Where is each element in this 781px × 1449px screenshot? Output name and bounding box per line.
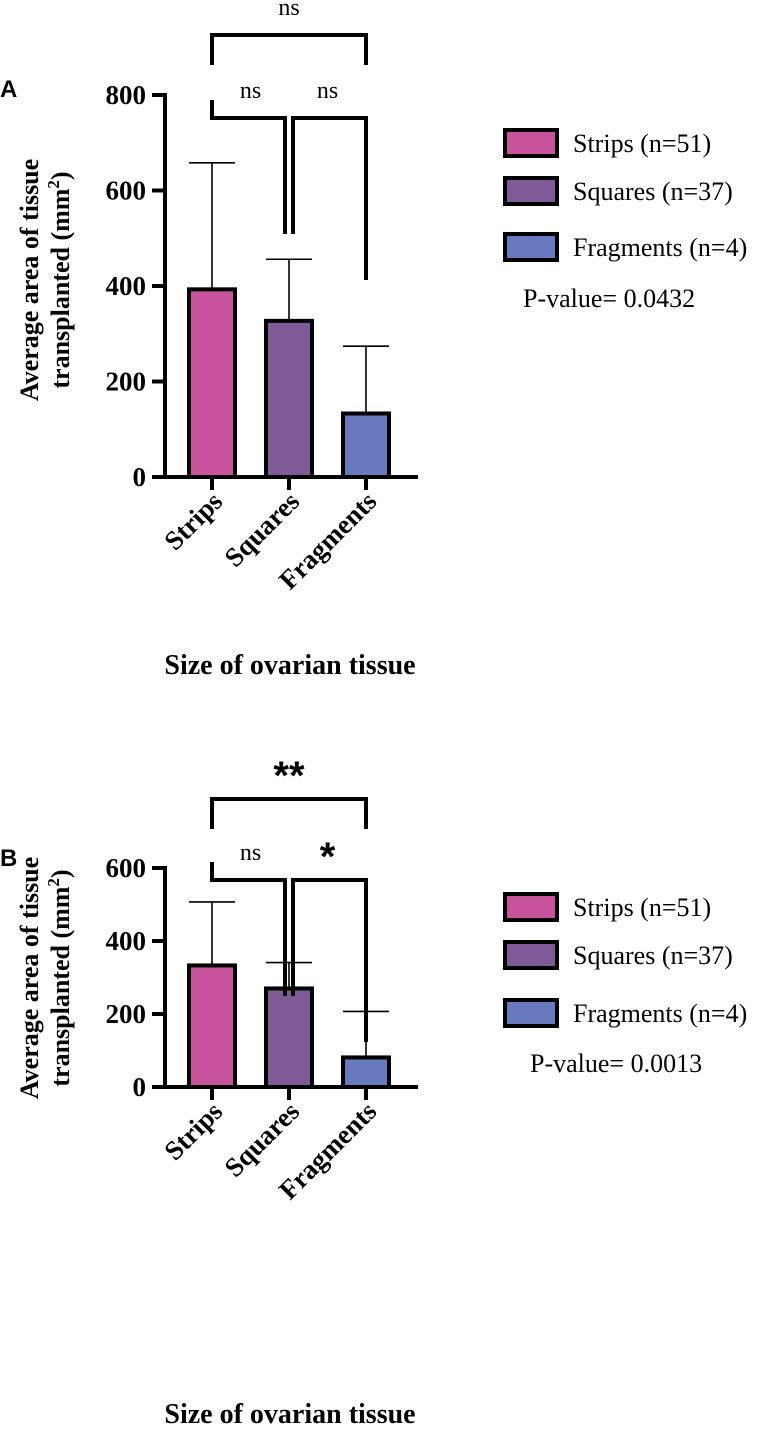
bar-squares [264,986,314,1090]
significance-bracket [210,797,368,829]
y-tick-label: 200 [106,999,147,1029]
bar-fragments [341,411,391,479]
x-axis-title: Size of ovarian tissue [164,650,415,681]
legend-label: Strips (n=51) [573,893,711,922]
legend-label: Fragments (n=4) [573,233,747,262]
significance-label: ns [278,0,299,21]
x-axis-title: Size of ovarian tissue [164,1399,415,1430]
y-tick-label: 400 [106,271,147,301]
chart-panel-b: B0200400600StripsSquaresFragmentsAverage… [0,754,747,1430]
significance-bracket [210,862,287,996]
bar-strips [187,963,237,1090]
significance-label: ** [273,754,305,798]
legend-swatch [503,128,559,158]
y-tick-label: 0 [133,1072,147,1102]
significance-bracket [291,116,368,280]
legend-swatch [503,940,559,970]
y-tick-label: 600 [106,853,147,883]
y-axis-label-superscript: 2 [44,878,63,887]
panel-label: B [0,845,17,872]
y-axis-label: Average area of tissuetransplanted (mm2) [15,159,75,401]
y-axis-label-line2: transplanted (mm [46,886,75,1086]
legend-label: Squares (n=37) [573,941,733,970]
significance-bracket [210,33,368,65]
significance-label: ns [240,840,261,866]
chart-panel-a: A0200400600800StripsSquaresFragmentsAver… [0,0,747,681]
significance-label: * [320,835,336,879]
significance-bracket [291,878,368,1042]
panel-label: A [0,76,17,103]
p-value-text: P-value= 0.0013 [530,1049,702,1078]
y-tick-label: 200 [106,367,147,397]
p-value-text: P-value= 0.0432 [523,284,695,313]
y-axis-label-close: ) [46,171,75,180]
legend-swatch [503,176,559,206]
x-tick-label: Strips [158,486,228,556]
y-axis-label-close: ) [46,869,75,878]
bar-squares [264,318,314,480]
y-axis-label-line1: Average area of tissue [15,159,44,401]
legend-swatch [503,998,559,1028]
y-tick-label: 400 [106,926,147,956]
significance-bracket [210,100,287,234]
legend-swatch [503,232,559,262]
y-tick-label: 800 [106,80,147,110]
bar-fragments [341,1055,391,1090]
bar-strips [187,287,237,479]
y-tick-label: 0 [133,462,147,492]
y-axis-label-line1: Average area of tissue [15,857,44,1099]
legend-label: Strips (n=51) [573,129,711,158]
y-tick-label: 600 [106,176,147,206]
y-axis-label-superscript: 2 [44,180,63,189]
legend-label: Squares (n=37) [573,177,733,206]
y-axis-label: Average area of tissuetransplanted (mm2) [15,857,75,1099]
significance-label: ns [317,78,338,104]
x-tick-label: Strips [158,1096,228,1166]
significance-label: ns [240,78,261,104]
legend-label: Fragments (n=4) [573,999,747,1028]
legend-swatch [503,892,559,922]
y-axis-label-line2: transplanted (mm [46,188,75,388]
